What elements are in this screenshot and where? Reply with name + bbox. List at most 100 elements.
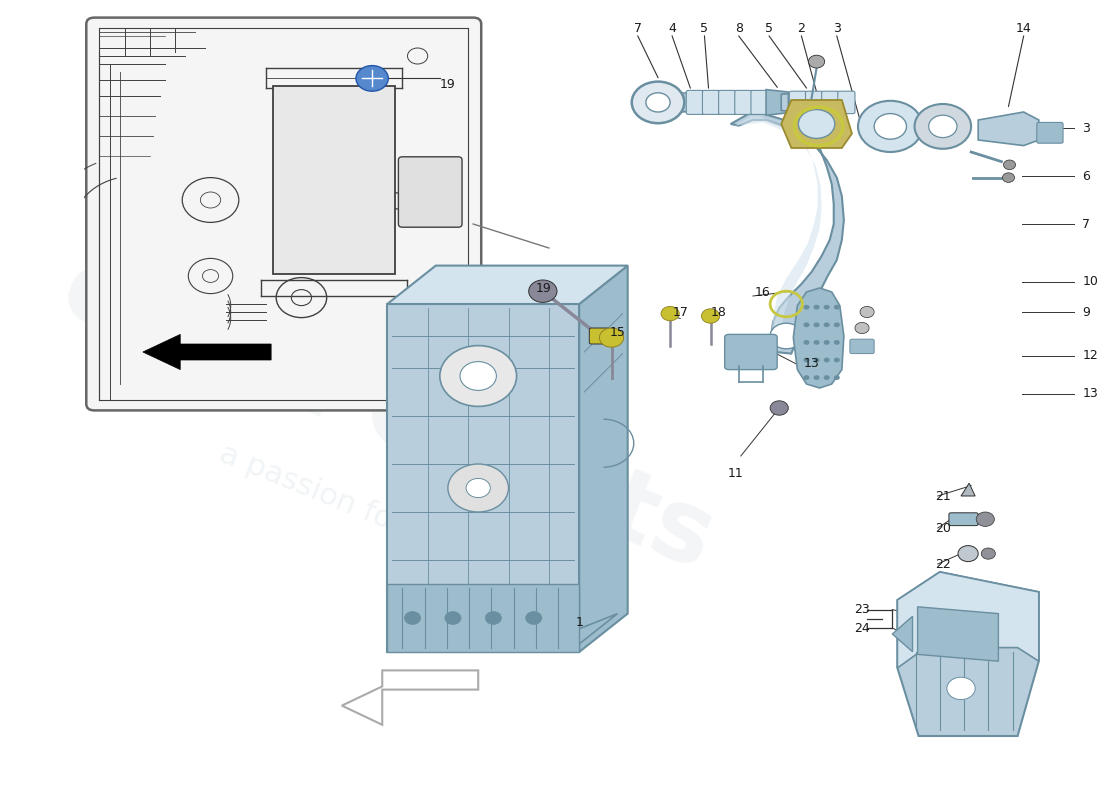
Circle shape: [981, 548, 996, 559]
Circle shape: [814, 305, 820, 310]
Circle shape: [803, 322, 810, 327]
Circle shape: [646, 93, 670, 112]
Text: 24: 24: [855, 622, 870, 634]
Circle shape: [485, 611, 502, 624]
Circle shape: [1003, 160, 1015, 170]
FancyBboxPatch shape: [273, 86, 395, 274]
Circle shape: [814, 322, 820, 327]
Text: 4: 4: [668, 22, 676, 34]
Text: 6: 6: [1082, 170, 1090, 182]
Circle shape: [448, 464, 508, 512]
Circle shape: [976, 512, 994, 526]
Text: 8: 8: [735, 22, 743, 34]
Polygon shape: [781, 94, 789, 111]
Circle shape: [808, 55, 825, 68]
FancyBboxPatch shape: [822, 91, 839, 114]
Circle shape: [834, 375, 839, 380]
Polygon shape: [580, 266, 628, 652]
Circle shape: [814, 375, 820, 380]
Text: 10: 10: [1082, 275, 1098, 288]
Text: euroFCparts: euroFCparts: [47, 241, 727, 591]
Circle shape: [824, 322, 829, 327]
Text: 3: 3: [1082, 122, 1090, 134]
Polygon shape: [143, 334, 271, 370]
Text: 23: 23: [855, 603, 870, 616]
Polygon shape: [961, 483, 976, 496]
Circle shape: [914, 104, 971, 149]
FancyBboxPatch shape: [790, 91, 806, 114]
Circle shape: [529, 280, 557, 302]
Polygon shape: [793, 288, 844, 388]
Circle shape: [824, 305, 829, 310]
FancyBboxPatch shape: [398, 157, 462, 227]
Circle shape: [600, 328, 624, 347]
Circle shape: [631, 82, 684, 123]
Text: 13: 13: [804, 358, 820, 370]
Circle shape: [803, 375, 810, 380]
FancyBboxPatch shape: [805, 91, 823, 114]
Circle shape: [834, 322, 839, 327]
Circle shape: [466, 478, 491, 498]
Circle shape: [444, 611, 461, 624]
FancyBboxPatch shape: [751, 90, 769, 114]
FancyBboxPatch shape: [1037, 122, 1063, 143]
Circle shape: [814, 340, 820, 345]
Circle shape: [799, 110, 835, 138]
Circle shape: [770, 323, 802, 349]
Text: 3: 3: [833, 22, 840, 34]
Circle shape: [943, 626, 979, 655]
Text: 7: 7: [1082, 218, 1090, 230]
Text: 11: 11: [728, 467, 744, 480]
Text: 17: 17: [672, 306, 689, 318]
Circle shape: [824, 340, 829, 345]
FancyBboxPatch shape: [590, 328, 609, 344]
Circle shape: [356, 66, 388, 91]
Circle shape: [661, 306, 679, 321]
Circle shape: [874, 114, 906, 139]
Text: 5: 5: [701, 22, 708, 34]
Text: 5: 5: [766, 22, 773, 34]
Text: 20: 20: [935, 522, 950, 534]
Polygon shape: [898, 572, 1038, 736]
FancyBboxPatch shape: [718, 90, 737, 114]
Circle shape: [770, 401, 789, 415]
FancyBboxPatch shape: [686, 90, 704, 114]
Text: a passion for parts since...: a passion for parts since...: [216, 439, 600, 617]
Polygon shape: [387, 266, 628, 304]
Text: 18: 18: [711, 306, 726, 318]
Circle shape: [1002, 173, 1014, 182]
Polygon shape: [666, 93, 781, 101]
Text: 16: 16: [756, 286, 771, 298]
Polygon shape: [898, 572, 1038, 668]
Circle shape: [958, 546, 978, 562]
Text: 12: 12: [1082, 350, 1098, 362]
Polygon shape: [407, 614, 617, 652]
Circle shape: [947, 677, 976, 699]
Polygon shape: [730, 114, 844, 354]
FancyBboxPatch shape: [850, 339, 875, 354]
Text: 22: 22: [935, 558, 950, 570]
Polygon shape: [387, 584, 580, 652]
Circle shape: [824, 375, 829, 380]
Polygon shape: [387, 304, 580, 652]
FancyBboxPatch shape: [703, 90, 720, 114]
Polygon shape: [342, 670, 478, 725]
Circle shape: [803, 358, 810, 362]
Circle shape: [834, 340, 839, 345]
Polygon shape: [666, 93, 781, 112]
Circle shape: [858, 101, 923, 152]
Circle shape: [834, 358, 839, 362]
Circle shape: [440, 346, 517, 406]
Circle shape: [928, 115, 957, 138]
Circle shape: [460, 362, 496, 390]
Text: 15: 15: [609, 326, 626, 338]
Polygon shape: [781, 100, 851, 148]
FancyBboxPatch shape: [949, 513, 978, 526]
Text: 7: 7: [634, 22, 641, 34]
Text: 19: 19: [536, 282, 552, 294]
Text: 14: 14: [1015, 22, 1032, 34]
Circle shape: [814, 358, 820, 362]
FancyBboxPatch shape: [838, 91, 855, 114]
Text: 9: 9: [1082, 306, 1090, 318]
FancyBboxPatch shape: [86, 18, 481, 410]
